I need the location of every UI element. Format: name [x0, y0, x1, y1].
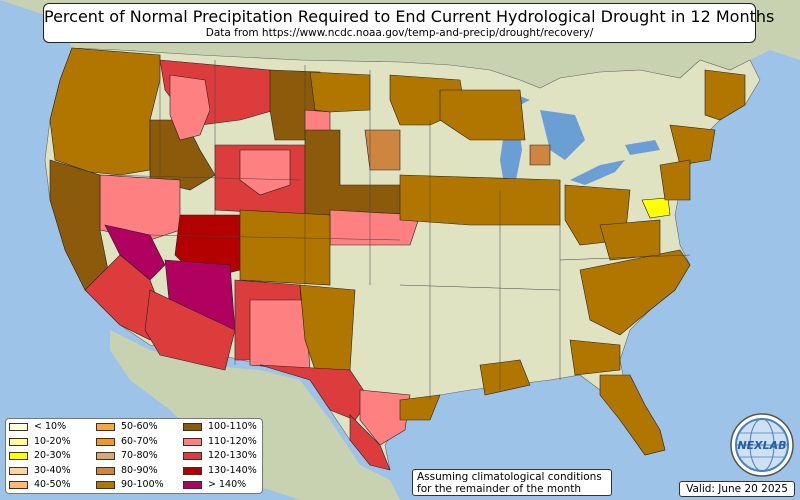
region-maryland-yellow [641, 197, 671, 219]
legend-swatch [96, 437, 115, 446]
region-arizona-south [144, 289, 236, 371]
region-texas-south [349, 414, 391, 471]
legend-swatch [96, 452, 115, 460]
legend-swatch [183, 466, 202, 475]
legend-label: 40-50% [34, 479, 71, 490]
legend-label: < 10% [34, 421, 67, 432]
region-florida [599, 374, 666, 456]
note-line-1: Assuming climatological conditions [417, 471, 602, 483]
legend-label: 80-90% [121, 464, 158, 476]
legend-label: 50-60% [121, 421, 158, 432]
legend-label: 100-110% [208, 421, 257, 432]
region-nevada-magenta [104, 224, 166, 281]
map-subtitle: Data from https://www.ncdc.noaa.gov/temp… [205, 27, 594, 39]
legend-swatch [9, 452, 28, 460]
legend-swatch [96, 481, 115, 489]
legend-label: 120-130% [208, 450, 257, 461]
legend-swatch [9, 423, 28, 431]
region-carolinas [579, 249, 691, 336]
region-new-york [669, 124, 716, 166]
legend-label: 30-40% [34, 464, 71, 476]
region-wyoming-pink [239, 149, 291, 196]
region-texas-coast [399, 394, 441, 421]
state-borders [99, 55, 691, 400]
legend-label: 60-70% [121, 435, 158, 447]
logo-text: NEXLAB [737, 439, 786, 452]
legend-label: 110-120% [208, 435, 257, 447]
drought-regions [49, 47, 746, 471]
region-north-dakota [309, 71, 371, 113]
region-texas-central [359, 389, 411, 446]
legend-label: > 140% [208, 479, 247, 490]
legend-swatch [183, 481, 202, 489]
region-gulf-coast [479, 359, 531, 396]
region-iowa-tan [364, 129, 401, 171]
legend-swatch [96, 466, 115, 475]
legend-swatch [9, 481, 28, 489]
map-title: Percent of Normal Precipitation Required… [44, 7, 775, 26]
region-georgia [569, 339, 621, 376]
lake-erie [570, 160, 625, 185]
lake-huron [540, 110, 585, 160]
region-colorado [239, 209, 331, 286]
region-pacific-northwest [49, 47, 161, 176]
legend-swatch [9, 466, 28, 475]
legend-swatch [183, 452, 202, 460]
legend-label: 10-20% [34, 435, 71, 447]
legend-swatch [9, 437, 28, 446]
lake-ontario [625, 140, 660, 155]
legend-swatch [96, 423, 115, 431]
legend-label: 20-30% [34, 450, 71, 461]
valid-date: Valid: June 20 2025 [679, 481, 795, 497]
legend-label: 70-80% [121, 450, 158, 461]
region-virginia [599, 219, 661, 261]
legend: < 10% 10-20% 20-30% 30-40% 40-50% 50-60% 60-70… [5, 418, 263, 494]
legend-label: 90-100% [121, 479, 164, 490]
region-new-mexico-pink [249, 299, 311, 371]
region-michigan [439, 89, 526, 141]
legend-swatch [183, 437, 202, 446]
region-midwest-band [399, 174, 561, 226]
region-new-england [704, 69, 746, 121]
note-box: Assuming climatological conditions for t… [412, 469, 612, 496]
region-mid-atlantic [659, 159, 691, 201]
title-box: Percent of Normal Precipitation Required… [43, 3, 775, 43]
region-montana-pink [169, 74, 211, 141]
region-michigan-tan [529, 144, 551, 166]
legend-swatch [183, 423, 202, 431]
mexico-land [110, 330, 400, 500]
nexlab-logo: NEXLAB [730, 413, 794, 477]
note-line-2: for the remainder of the month [417, 483, 582, 495]
legend-label: 130-140% [208, 464, 257, 476]
